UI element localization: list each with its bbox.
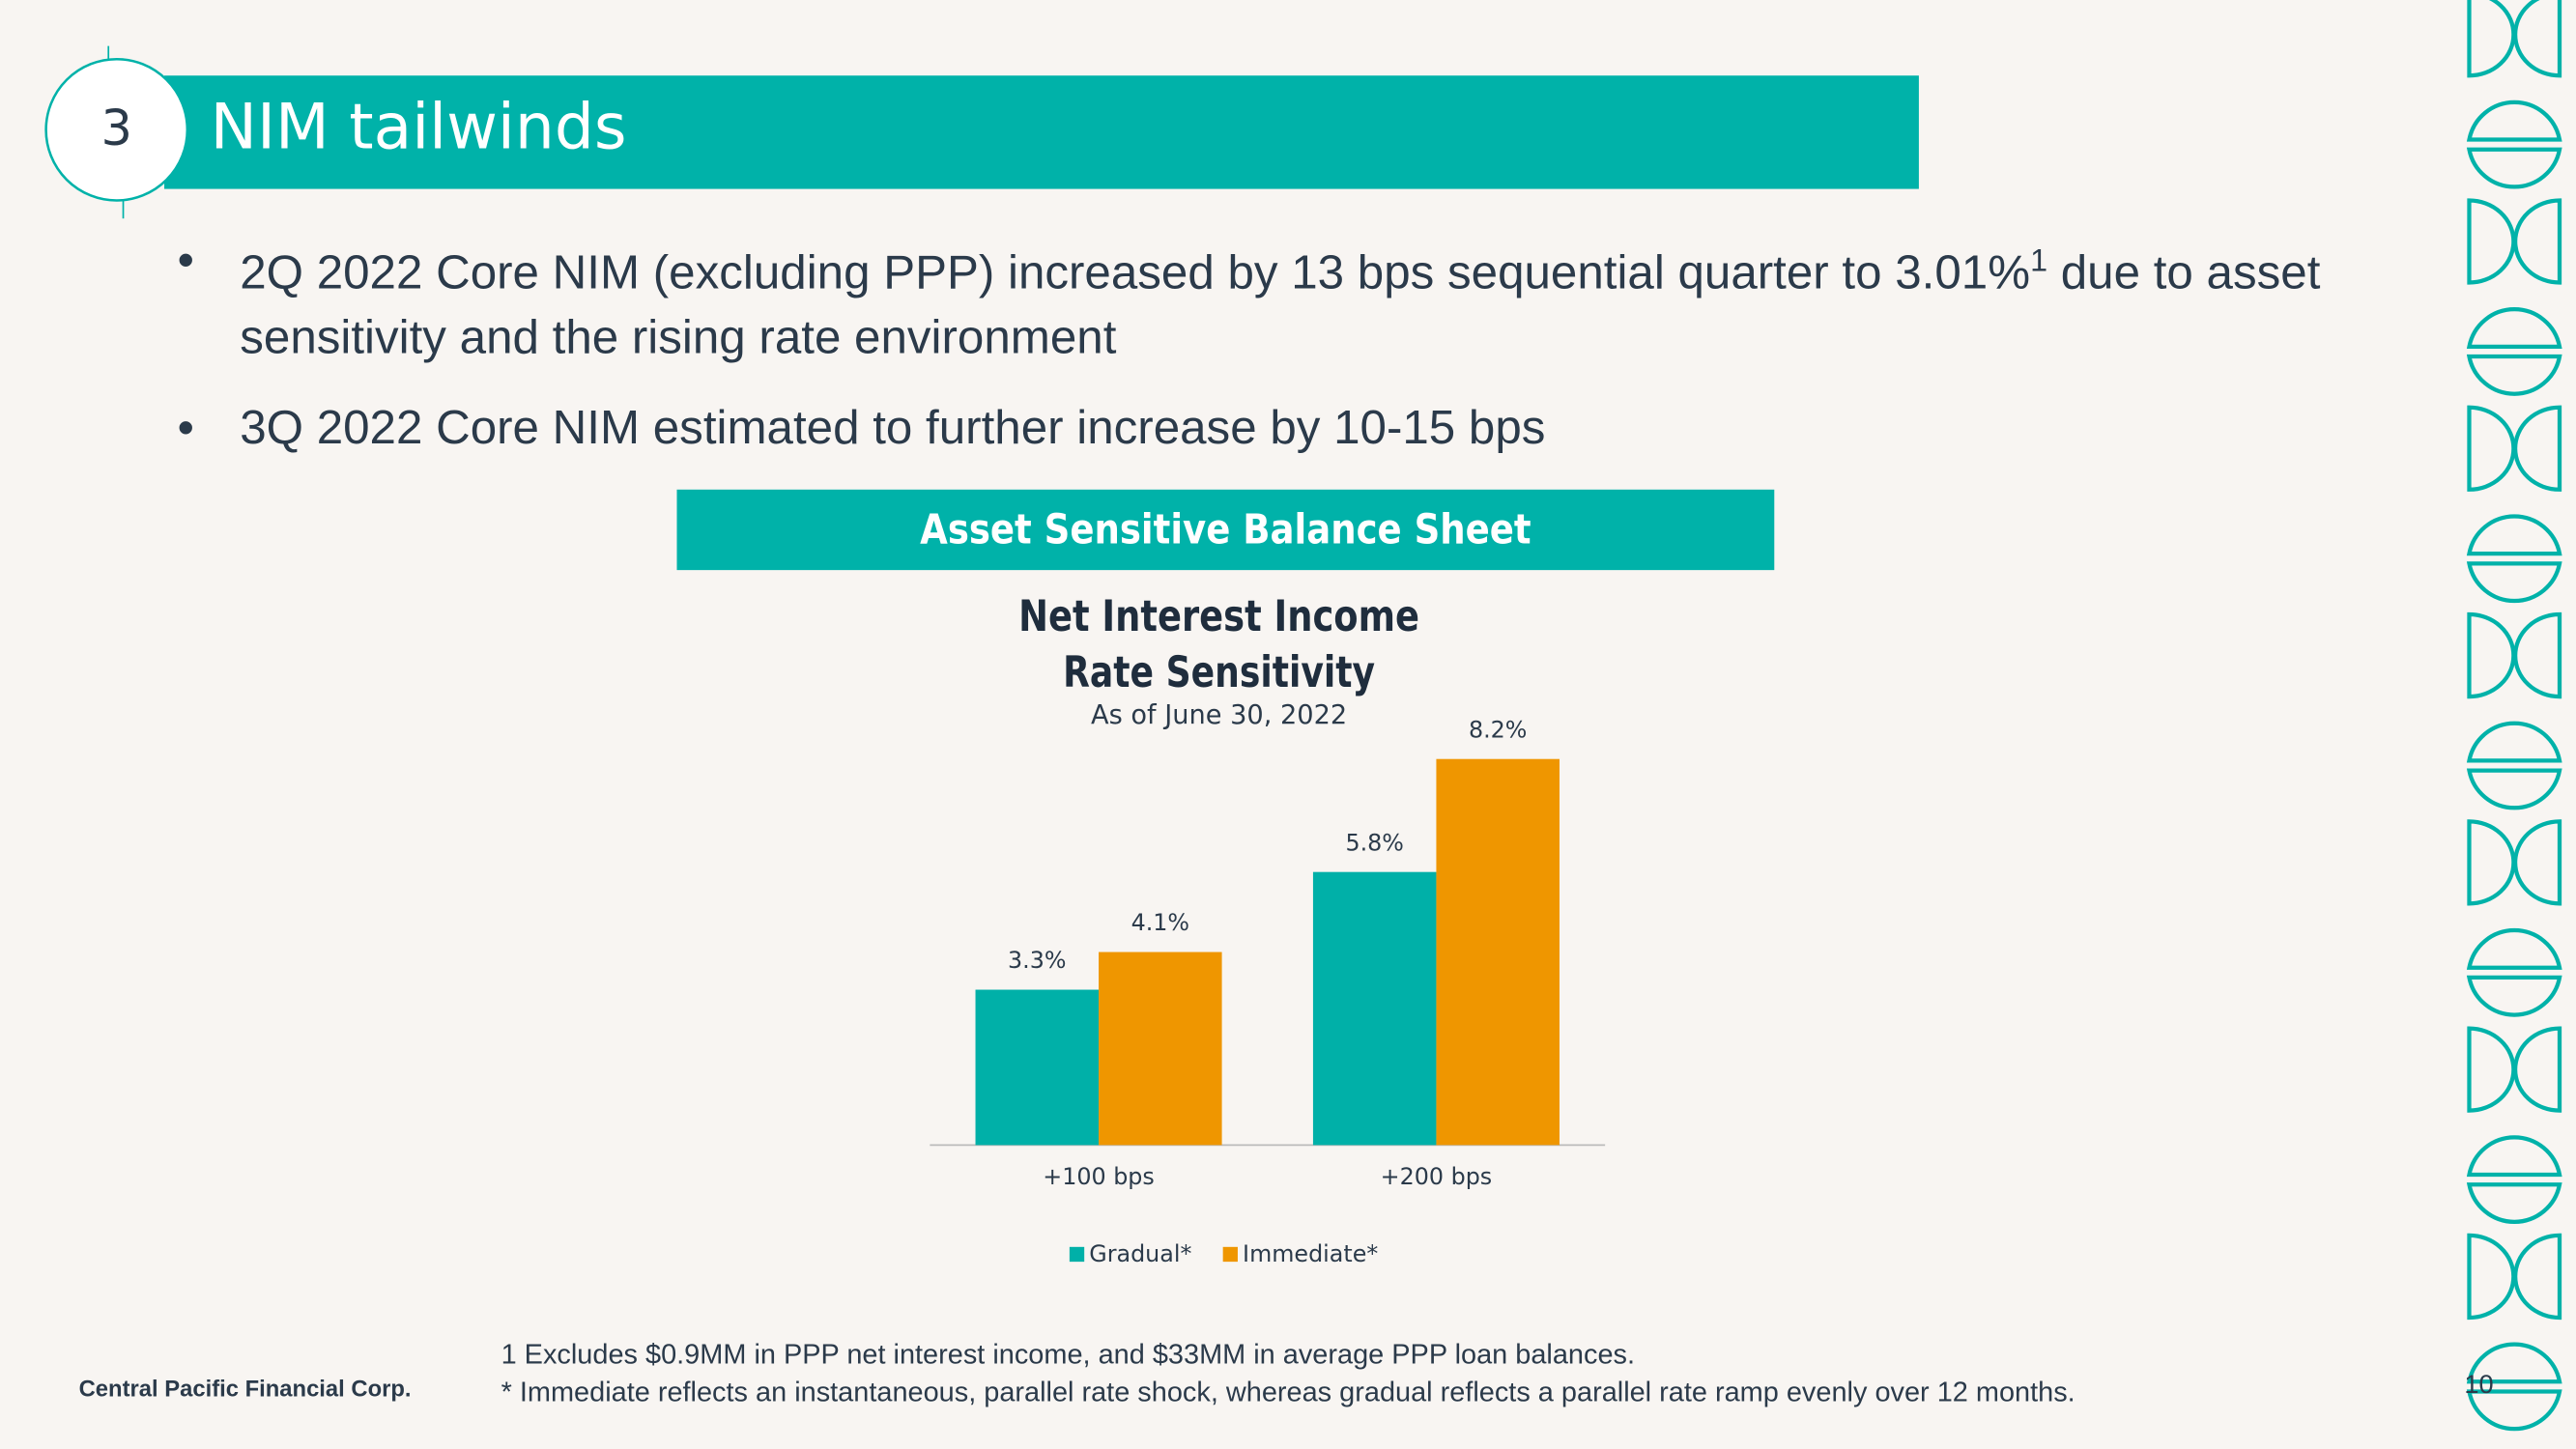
decor-shape [2512,198,2562,285]
decor-shape [2512,1233,2562,1321]
decor-shape [2466,1389,2562,1432]
decor-shape [2466,928,2562,970]
decor-shape [2466,99,2562,142]
legend-swatch [1069,1246,1085,1263]
decor-shape [2466,1342,2562,1384]
decor-shape [2466,514,2562,556]
chart-title: Rate Sensitivity [1063,648,1375,697]
superscript: 1 [2030,244,2048,280]
decor-shape [2466,1135,2562,1178]
decor-shape [2512,819,2562,906]
section-circle [44,57,189,202]
value-label: 5.8% [1345,829,1403,856]
decor-shape [2467,198,2516,285]
side-pattern [2466,0,2562,1432]
bar [975,989,1100,1146]
slide-title: NIM tailwinds [211,92,627,164]
chart-header: Asset Sensitive Balance Sheet [920,507,1531,554]
decor-shape [2466,975,2562,1017]
decor-shape [2512,1026,2562,1113]
decor-shape [2466,147,2562,189]
bullet-list: 2Q 2022 Core NIM (excluding PPP) increas… [178,230,2379,487]
bullet-text: 3Q 2022 Core NIM estimated to further in… [240,402,1546,455]
x-tick-label: +200 bps [1381,1163,1493,1190]
page-number: 10 [2464,1372,2494,1400]
legend-label: Gradual* [1089,1240,1191,1267]
decor-shape [2467,0,2516,78]
bar [1312,871,1437,1146]
legend-swatch [1222,1246,1238,1263]
bullet-text: 2Q 2022 Core NIM (excluding PPP) increas… [240,247,2031,300]
title-band [164,75,1919,189]
decor-shape [2466,1182,2562,1224]
value-label: 8.2% [1469,716,1527,743]
x-tick-label: +100 bps [1043,1163,1155,1190]
decor-shape [2467,1233,2516,1321]
bullet-text: due to asset sensitivity and the rising … [240,247,2321,364]
decor-shape [2467,819,2516,906]
decor-shape [2467,405,2516,492]
decor-shape [2466,307,2562,349]
bullet: 3Q 2022 Core NIM estimated to further in… [178,397,2379,461]
footnotes: 1 Excludes $0.9MM in PPP net interest in… [501,1336,2075,1411]
decor-shape [2512,405,2562,492]
bar [1436,758,1560,1146]
decor-shape [2466,561,2562,604]
decor-shape [2466,354,2562,396]
value-label: 3.3% [1008,947,1066,974]
decor-shape [2466,721,2562,763]
legend-label: Immediate* [1243,1240,1378,1267]
decor-shape [2467,611,2516,699]
decor-shape [2512,611,2562,699]
company: Central Pacific Financial Corp. [78,1375,412,1402]
bar [1099,952,1222,1146]
bullet: 2Q 2022 Core NIM (excluding PPP) increas… [178,230,2379,371]
chart-header-band [676,489,1775,571]
value-label: 4.1% [1131,909,1189,936]
decor-shape [2466,768,2562,810]
chart-subtitle: As of June 30, 2022 [1091,700,1347,730]
footnote: * Immediate reflects an instantaneous, p… [501,1377,2075,1408]
section-number: 3 [100,100,131,157]
decor-shape [2467,1026,2516,1113]
footnote: 1 Excludes $0.9MM in PPP net interest in… [501,1339,1636,1371]
chart-title: Net Interest Income [1018,592,1419,641]
decor-shape [2512,0,2562,78]
